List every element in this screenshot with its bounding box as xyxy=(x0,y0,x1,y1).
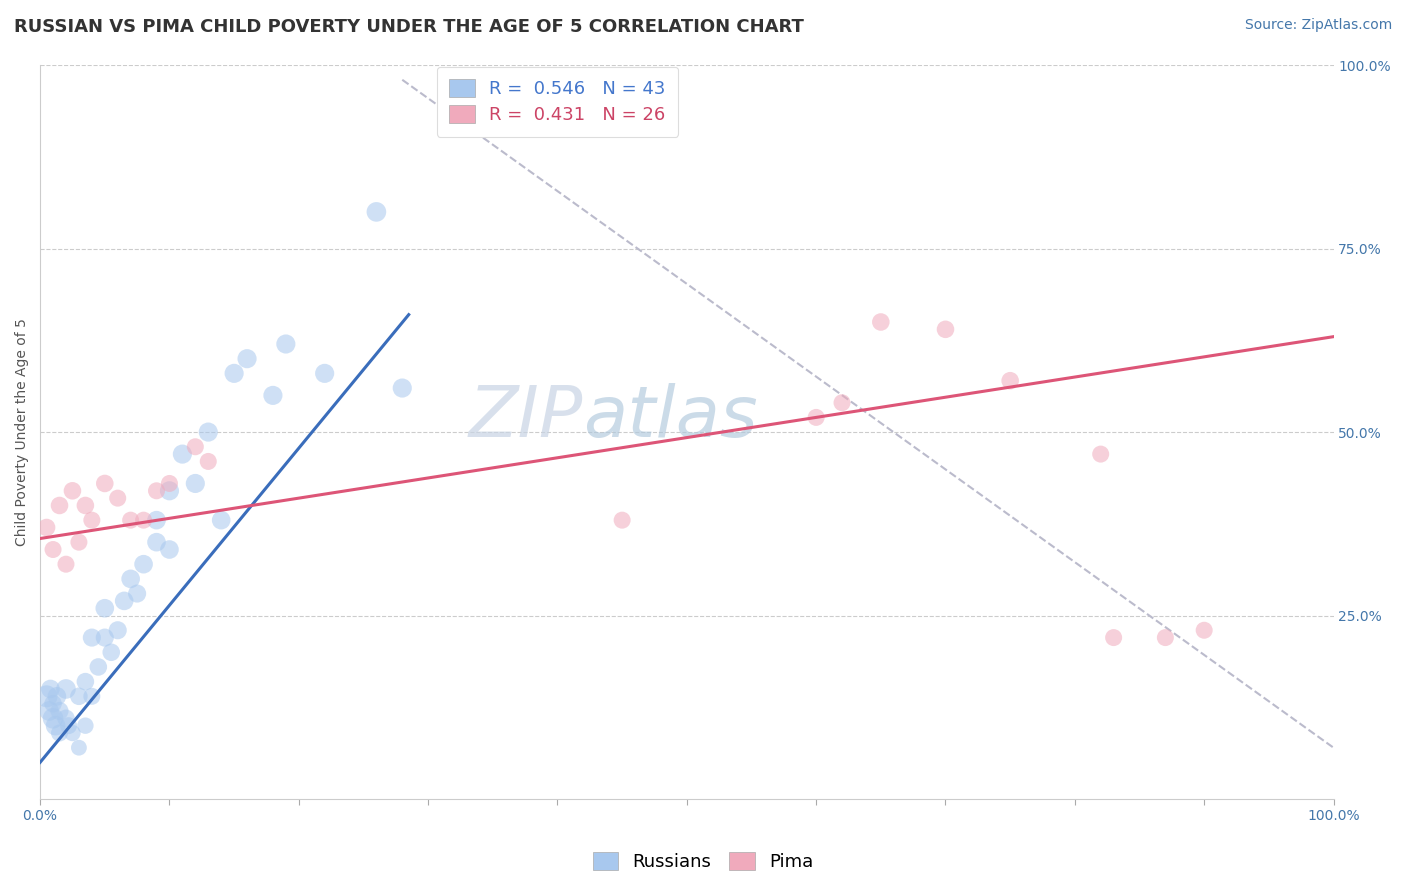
Point xyxy=(48,704,70,718)
Point xyxy=(127,586,149,600)
Point xyxy=(197,425,219,439)
Point xyxy=(45,690,67,704)
Text: ZIP: ZIP xyxy=(470,383,583,452)
Point xyxy=(236,351,259,366)
Point xyxy=(1102,631,1125,645)
Text: Source: ZipAtlas.com: Source: ZipAtlas.com xyxy=(1244,18,1392,32)
Point xyxy=(45,719,67,733)
Point xyxy=(38,704,60,718)
Point xyxy=(67,740,90,755)
Point xyxy=(62,483,84,498)
Point xyxy=(55,711,77,725)
Point xyxy=(42,542,65,557)
Point xyxy=(145,513,167,527)
Point xyxy=(42,697,65,711)
Legend: Russians, Pima: Russians, Pima xyxy=(585,846,821,879)
Point xyxy=(209,513,232,527)
Point xyxy=(80,631,103,645)
Point xyxy=(159,483,181,498)
Point xyxy=(159,542,181,557)
Point xyxy=(67,690,90,704)
Point xyxy=(132,558,155,572)
Point xyxy=(94,476,117,491)
Point xyxy=(869,315,891,329)
Point xyxy=(172,447,194,461)
Text: RUSSIAN VS PIMA CHILD POVERTY UNDER THE AGE OF 5 CORRELATION CHART: RUSSIAN VS PIMA CHILD POVERTY UNDER THE … xyxy=(14,18,804,36)
Point xyxy=(366,205,388,219)
Point xyxy=(94,631,117,645)
Point xyxy=(75,674,97,689)
Point xyxy=(80,690,103,704)
Point xyxy=(998,374,1021,388)
Point xyxy=(48,499,70,513)
Point xyxy=(934,322,956,336)
Point xyxy=(391,381,413,395)
Point xyxy=(120,513,142,527)
Point xyxy=(159,476,181,491)
Point xyxy=(75,719,97,733)
Point xyxy=(132,513,155,527)
Y-axis label: Child Poverty Under the Age of 5: Child Poverty Under the Age of 5 xyxy=(15,318,30,546)
Point xyxy=(1192,624,1215,638)
Point xyxy=(145,483,167,498)
Point xyxy=(610,513,633,527)
Point xyxy=(67,535,90,549)
Point xyxy=(1154,631,1177,645)
Point xyxy=(262,388,284,402)
Point xyxy=(100,645,122,659)
Point xyxy=(314,367,336,381)
Point xyxy=(35,520,58,534)
Point xyxy=(94,601,117,615)
Point xyxy=(58,719,80,733)
Point xyxy=(107,624,129,638)
Point xyxy=(75,499,97,513)
Point xyxy=(804,410,827,425)
Point xyxy=(274,337,297,351)
Point xyxy=(184,440,207,454)
Point xyxy=(112,594,135,608)
Point xyxy=(35,690,58,704)
Legend: R =  0.546   N = 43, R =  0.431   N = 26: R = 0.546 N = 43, R = 0.431 N = 26 xyxy=(437,67,678,136)
Point xyxy=(184,476,207,491)
Point xyxy=(145,535,167,549)
Point xyxy=(55,558,77,572)
Point xyxy=(120,572,142,586)
Point xyxy=(1090,447,1112,461)
Point xyxy=(224,367,246,381)
Point xyxy=(107,491,129,505)
Point xyxy=(831,395,853,409)
Point xyxy=(197,454,219,468)
Point xyxy=(39,681,62,696)
Point xyxy=(62,726,84,740)
Point xyxy=(48,726,70,740)
Text: atlas: atlas xyxy=(583,383,758,452)
Point xyxy=(87,660,110,674)
Point xyxy=(55,681,77,696)
Point xyxy=(42,711,65,725)
Point xyxy=(80,513,103,527)
